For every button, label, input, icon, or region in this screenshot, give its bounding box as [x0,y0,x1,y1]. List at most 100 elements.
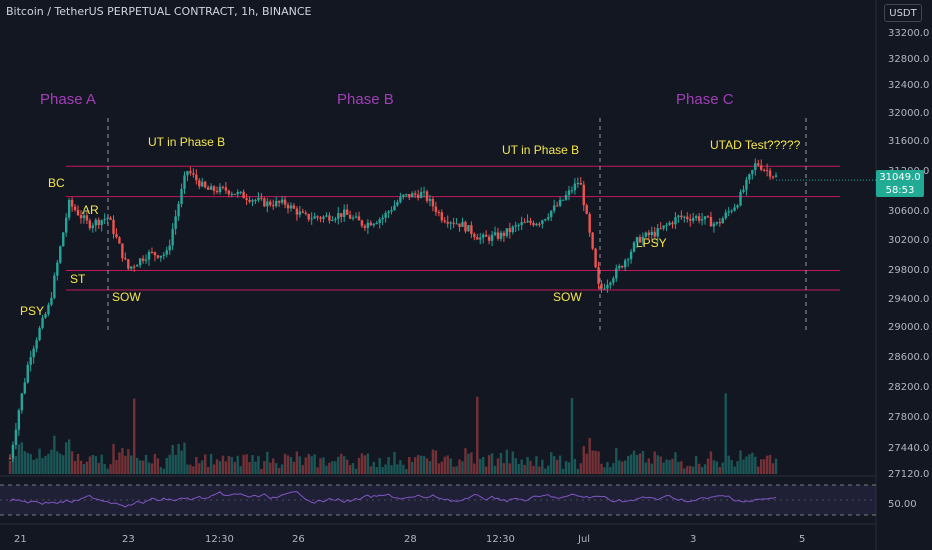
candle-body [224,187,228,191]
y-tick-label: 27440.0 [888,443,929,454]
volume-bar [680,461,683,474]
volume-bar [209,453,213,474]
candle-body [487,236,491,241]
candle-body [484,234,488,237]
volume-bar [133,398,136,474]
volume-bar [585,453,588,474]
candle-body [508,228,512,233]
candle-body [402,194,405,197]
candle-body [59,246,62,263]
volume-bar [567,462,571,474]
volume-bar [174,454,177,474]
volume-bar [751,452,754,474]
candle-body [138,258,142,266]
volume-bar [310,456,313,474]
volume-bar [363,455,367,474]
candle-body [736,205,739,208]
candle-body [195,174,198,181]
volume-bar [260,468,263,474]
candle-body [538,223,541,225]
candle-body [331,220,334,222]
candle-body [295,208,299,215]
volume-bar [295,451,299,474]
candle-body [745,179,748,190]
volume-bar [458,459,461,474]
candle-body [703,216,707,220]
candle-body [112,219,115,234]
candle-body [612,278,615,283]
volume-bar [20,442,24,474]
x-tick-label: 12:30 [486,534,515,545]
volume-bar [742,459,745,474]
volume-bar [82,464,86,474]
candle-body [141,258,145,261]
volume-bar [739,450,742,474]
candle-body [340,213,343,218]
volume-bar [668,460,671,474]
volume-bar [337,456,340,474]
volume-bar [529,460,532,474]
candle-body [408,194,411,198]
volume-bar [703,464,707,474]
candle-body [177,204,180,217]
volume-bar [91,454,95,474]
volume-bar [147,462,151,474]
volume-bar [127,449,130,474]
wyckoff-annotation: UT in Phase B [148,135,225,149]
volume-bar [644,462,648,474]
volume-bar [768,454,772,474]
volume-bar [109,464,112,474]
candle-body [567,190,571,196]
y-tick-label: 31600.0 [888,136,929,147]
volume-bar [215,459,219,474]
candle-body [603,288,606,290]
candle-body [174,216,177,229]
candle-body [547,217,550,220]
candle-body [413,193,417,195]
candle-body [277,201,281,203]
candle-body [697,216,701,221]
volume-bar [558,455,562,474]
currency-selector-button[interactable]: USDT [884,4,922,22]
y-tick-label: 32800.0 [888,54,929,65]
y-tick-label: 28600.0 [888,352,929,363]
volume-bar [248,462,251,474]
volume-bar [227,456,231,474]
volume-bar [76,453,80,474]
candle-body [621,266,624,268]
wyckoff-annotation: SOW [553,290,582,304]
x-tick-label: Jul [577,534,590,545]
candle-body [248,199,251,202]
candle-body [378,219,381,223]
candle-body [493,232,497,235]
candle-body [588,213,591,233]
volume-bar [325,465,328,474]
volume-bar [399,460,402,474]
volume-bar [541,459,544,474]
volume-bar [144,454,148,474]
x-tick-label: 21 [14,534,27,545]
volume-bar [526,456,529,474]
volume-bar [736,461,739,474]
x-tick-label: 3 [690,534,696,545]
candle-body [209,186,213,190]
volume-bar [378,457,381,474]
volume-bar [659,456,662,474]
candle-body [762,169,766,171]
y-tick-label: 29000.0 [888,322,929,333]
volume-bar [242,454,245,474]
candle-body [183,175,186,190]
candle-body [23,382,26,394]
candle-body [496,232,500,239]
volume-bar [408,456,411,474]
candle-body [153,252,157,256]
volume-bar [402,464,405,474]
volume-bar [97,462,100,474]
volume-bar [11,444,15,474]
volume-bar [289,457,293,474]
volume-bar [467,453,470,474]
candle-body [17,410,21,430]
candle-body [384,213,387,218]
candle-body [124,258,127,260]
